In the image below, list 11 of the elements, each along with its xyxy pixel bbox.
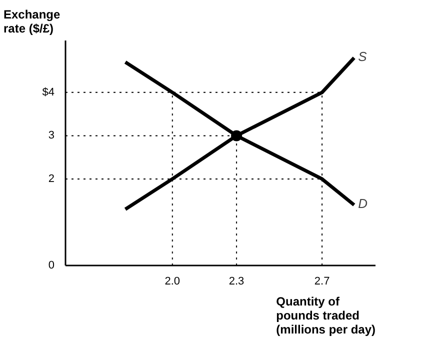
x-tick-label: 2.0 xyxy=(164,276,180,288)
y-tick-label: 0 xyxy=(48,260,55,272)
x-axis-title: Quantity of pounds traded (millions per day) xyxy=(276,294,376,336)
y-tick-label: 3 xyxy=(48,130,55,142)
y-tick-label: $4 xyxy=(42,86,55,98)
x-tick-label: 2.3 xyxy=(228,276,244,288)
series-label: D xyxy=(358,196,368,211)
series-label: S xyxy=(358,48,368,64)
y-axis-title: Exchange rate ($/£) xyxy=(4,8,61,36)
y-tick-label: 2 xyxy=(48,172,55,185)
x-tick-label: 2.7 xyxy=(314,276,330,288)
